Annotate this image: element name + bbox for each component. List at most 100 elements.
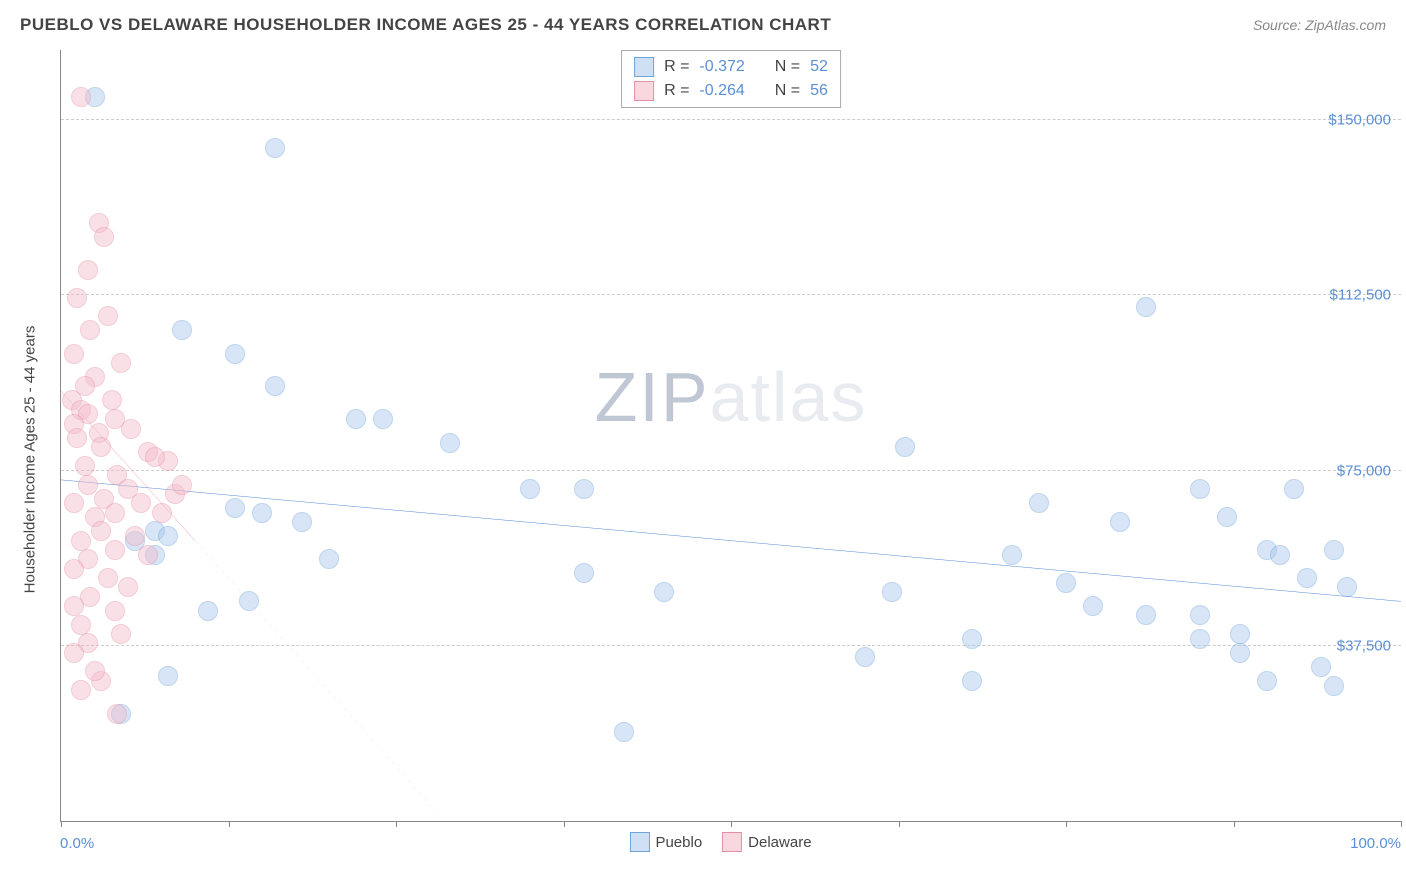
data-point-pueblo xyxy=(158,666,178,686)
y-axis-title: Householder Income Ages 25 - 44 years xyxy=(22,326,39,594)
gridline xyxy=(61,470,1401,471)
data-point-pueblo xyxy=(225,344,245,364)
data-point-pueblo xyxy=(1257,671,1277,691)
data-point-pueblo xyxy=(1002,545,1022,565)
watermark-atlas: atlas xyxy=(710,358,868,436)
y-tick-label: $112,500 xyxy=(1330,287,1391,304)
data-point-pueblo xyxy=(882,582,902,602)
stats-n-label: N = xyxy=(775,79,800,103)
watermark-zip: ZIP xyxy=(595,358,710,436)
stats-n-value: 56 xyxy=(810,79,828,103)
chart-title: PUEBLO VS DELAWARE HOUSEHOLDER INCOME AG… xyxy=(20,15,831,35)
stats-r-value: -0.264 xyxy=(699,79,744,103)
data-point-pueblo xyxy=(1136,605,1156,625)
data-point-pueblo xyxy=(962,671,982,691)
data-point-delaware xyxy=(107,704,127,724)
data-point-pueblo xyxy=(1324,540,1344,560)
stats-r-value: -0.372 xyxy=(699,55,744,79)
data-point-delaware xyxy=(71,680,91,700)
legend-label-delaware: Delaware xyxy=(748,834,811,851)
data-point-delaware xyxy=(94,227,114,247)
data-point-pueblo xyxy=(1284,479,1304,499)
data-point-delaware xyxy=(111,353,131,373)
stats-r-label: R = xyxy=(664,55,689,79)
x-axis-min-label: 0.0% xyxy=(60,835,94,852)
x-axis-max-label: 100.0% xyxy=(1350,835,1401,852)
stats-row-delaware: R = -0.264 N = 56 xyxy=(634,79,828,103)
data-point-delaware xyxy=(71,87,91,107)
data-point-pueblo xyxy=(1270,545,1290,565)
chart-source: Source: ZipAtlas.com xyxy=(1253,17,1386,33)
data-point-pueblo xyxy=(1190,605,1210,625)
data-point-delaware xyxy=(85,661,105,681)
data-point-delaware xyxy=(105,540,125,560)
data-point-delaware xyxy=(145,447,165,467)
data-point-delaware xyxy=(121,419,141,439)
data-point-pueblo xyxy=(574,563,594,583)
plot-area: ZIPatlas $37,500$75,000$112,500$150,000 … xyxy=(60,50,1401,822)
data-point-delaware xyxy=(71,615,91,635)
data-point-pueblo xyxy=(373,409,393,429)
bottom-legend: Pueblo Delaware xyxy=(629,832,811,852)
data-point-pueblo xyxy=(440,433,460,453)
data-point-pueblo xyxy=(252,503,272,523)
stats-n-label: N = xyxy=(775,55,800,79)
data-point-delaware xyxy=(111,624,131,644)
y-tick-label: $150,000 xyxy=(1328,112,1391,129)
data-point-pueblo xyxy=(198,601,218,621)
trend-lines-svg xyxy=(61,50,1401,821)
data-point-pueblo xyxy=(574,479,594,499)
data-point-pueblo xyxy=(654,582,674,602)
data-point-delaware xyxy=(78,475,98,495)
data-point-pueblo xyxy=(1056,573,1076,593)
stats-swatch-delaware xyxy=(634,81,654,101)
data-point-pueblo xyxy=(1337,577,1357,597)
data-point-delaware xyxy=(98,306,118,326)
x-tick xyxy=(899,821,900,827)
data-point-pueblo xyxy=(1324,676,1344,696)
data-point-pueblo xyxy=(346,409,366,429)
x-tick xyxy=(1066,821,1067,827)
data-point-delaware xyxy=(102,390,122,410)
data-point-pueblo xyxy=(265,376,285,396)
data-point-delaware xyxy=(67,428,87,448)
data-point-delaware xyxy=(80,320,100,340)
data-point-pueblo xyxy=(1083,596,1103,616)
data-point-delaware xyxy=(64,344,84,364)
stats-r-label: R = xyxy=(664,79,689,103)
legend-item-delaware: Delaware xyxy=(722,832,811,852)
data-point-pueblo xyxy=(1311,657,1331,677)
data-point-pueblo xyxy=(1136,297,1156,317)
data-point-pueblo xyxy=(1217,507,1237,527)
data-point-delaware xyxy=(98,568,118,588)
data-point-delaware xyxy=(131,493,151,513)
gridline xyxy=(61,119,1401,120)
data-point-delaware xyxy=(138,545,158,565)
x-tick xyxy=(229,821,230,827)
data-point-delaware xyxy=(75,456,95,476)
data-point-delaware xyxy=(118,577,138,597)
x-tick xyxy=(564,821,565,827)
data-point-delaware xyxy=(64,643,84,663)
x-tick xyxy=(1234,821,1235,827)
y-tick-label: $75,000 xyxy=(1337,462,1391,479)
data-point-pueblo xyxy=(520,479,540,499)
data-point-pueblo xyxy=(855,647,875,667)
data-point-pueblo xyxy=(225,498,245,518)
data-point-pueblo xyxy=(172,320,192,340)
stats-swatch-pueblo xyxy=(634,57,654,77)
chart-header: PUEBLO VS DELAWARE HOUSEHOLDER INCOME AG… xyxy=(0,0,1406,50)
data-point-pueblo xyxy=(1230,624,1250,644)
data-point-pueblo xyxy=(292,512,312,532)
x-tick xyxy=(731,821,732,827)
data-point-delaware xyxy=(91,437,111,457)
data-point-delaware xyxy=(172,475,192,495)
data-point-pueblo xyxy=(962,629,982,649)
stats-n-value: 52 xyxy=(810,55,828,79)
data-point-pueblo xyxy=(1190,629,1210,649)
x-tick xyxy=(61,821,62,827)
data-point-pueblo xyxy=(895,437,915,457)
trend-line xyxy=(195,541,436,812)
data-point-pueblo xyxy=(239,591,259,611)
legend-label-pueblo: Pueblo xyxy=(655,834,702,851)
